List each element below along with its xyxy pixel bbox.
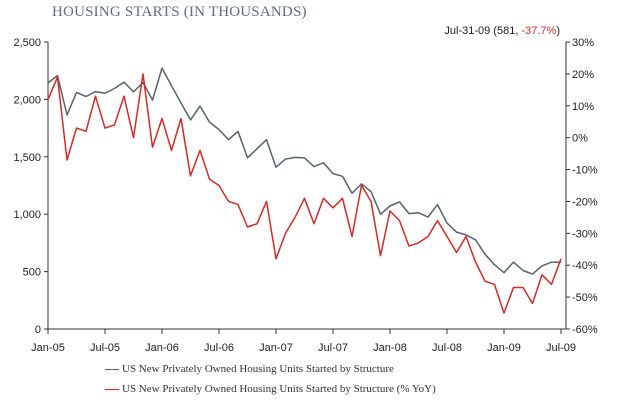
x-tick-label: Jan-08 bbox=[373, 342, 407, 354]
right-tick-label: -30% bbox=[572, 228, 598, 240]
legend-item-yoy: US New Privately Owned Housing Units Sta… bbox=[105, 383, 436, 395]
right-tick-label: -10% bbox=[572, 165, 598, 177]
x-tick-label: Jan-07 bbox=[259, 342, 293, 354]
legend-swatch-gray bbox=[105, 368, 119, 370]
right-tick-label: -60% bbox=[572, 324, 598, 336]
series-line-yoy bbox=[47, 73, 562, 314]
left-tick-label: 1,500 bbox=[13, 152, 41, 164]
right-tick-label: 10% bbox=[572, 101, 594, 113]
left-tick-label: 2,000 bbox=[13, 94, 41, 106]
left-tick-label: 2,500 bbox=[13, 37, 41, 49]
legend-item-starts: US New Privately Owned Housing Units Sta… bbox=[105, 363, 394, 375]
legend-swatch-red bbox=[105, 388, 119, 390]
annotation-pct: -37.7% bbox=[521, 25, 557, 37]
left-tick-label: 500 bbox=[23, 267, 41, 279]
left-tick-label: 0 bbox=[35, 324, 41, 336]
x-tick-label: Jan-09 bbox=[487, 342, 521, 354]
annotation-value: 581 bbox=[496, 25, 516, 37]
right-tick-label: -50% bbox=[572, 292, 598, 304]
x-tick-label: Jul-07 bbox=[318, 342, 348, 354]
x-tick-label: Jul-09 bbox=[546, 342, 576, 354]
latest-value-annotation: Jul-31-09 (581, -37.7%) bbox=[444, 25, 560, 37]
series-line-housing-starts bbox=[47, 67, 562, 275]
right-tick-label: 0% bbox=[572, 133, 588, 145]
x-tick-label: Jul-08 bbox=[432, 342, 462, 354]
left-tick-label: 1,000 bbox=[13, 209, 41, 221]
right-tick-label: 30% bbox=[572, 37, 594, 49]
legend-label: US New Privately Owned Housing Units Sta… bbox=[122, 383, 436, 395]
x-tick-label: Jul-05 bbox=[90, 342, 120, 354]
right-tick-label: 20% bbox=[572, 69, 594, 81]
x-tick-label: Jul-06 bbox=[204, 342, 234, 354]
annotation-date: Jul-31-09 bbox=[444, 25, 491, 37]
right-tick-label: -40% bbox=[572, 260, 598, 272]
legend-label: US New Privately Owned Housing Units Sta… bbox=[122, 363, 394, 375]
right-tick-label: -20% bbox=[572, 196, 598, 208]
x-tick-label: Jan-05 bbox=[31, 342, 65, 354]
chart-title: HOUSING STARTS (IN THOUSANDS) bbox=[52, 4, 307, 20]
x-tick-label: Jan-06 bbox=[145, 342, 179, 354]
